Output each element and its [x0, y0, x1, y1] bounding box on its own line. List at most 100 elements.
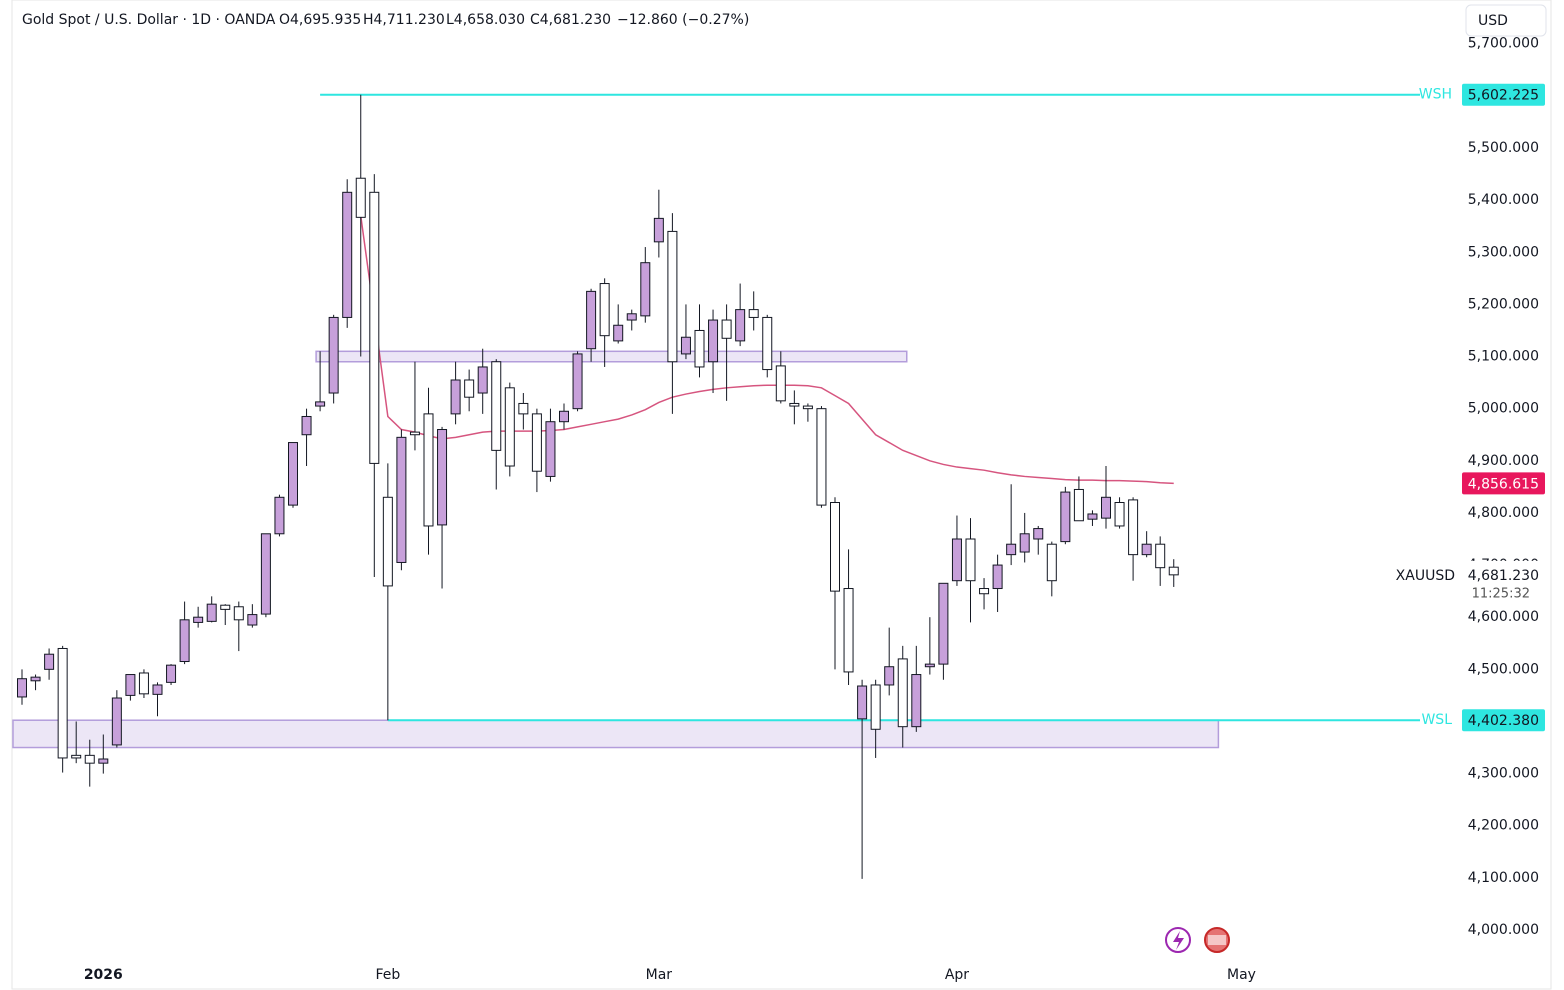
candle-body	[84, 754, 95, 764]
low-stat: L4,658.030	[446, 12, 525, 28]
candle-body	[775, 365, 786, 402]
candle-body	[640, 262, 651, 317]
candle-body	[220, 604, 231, 610]
candle-body	[301, 415, 312, 436]
open-stat: O4,695.935	[279, 12, 361, 28]
candle-body	[992, 564, 1003, 590]
candle-body	[138, 672, 149, 695]
y-tick-label: 5,100.000	[1468, 349, 1539, 365]
symbol-label: XAUUSD	[1396, 568, 1455, 584]
candle-body	[396, 436, 407, 563]
candle-body	[409, 431, 420, 436]
candle-body	[626, 313, 637, 321]
candle-body	[1141, 543, 1152, 556]
x-tick-label: 2026	[84, 967, 123, 983]
candle-body	[531, 413, 542, 472]
chart-title: Gold Spot / U.S. Dollar · 1D · OANDA	[22, 12, 276, 28]
candle-body	[342, 191, 353, 318]
candle-body	[1101, 496, 1111, 519]
candle-body	[924, 663, 935, 668]
icon-bolt	[1173, 931, 1184, 950]
y-tick-label: 4,500.000	[1468, 661, 1539, 677]
candle-body	[437, 429, 448, 526]
level-value: 5,602.225	[1468, 88, 1539, 104]
candle-body	[721, 319, 732, 339]
candle-body	[586, 290, 597, 350]
level-badge	[1462, 83, 1545, 106]
candle-body	[1073, 488, 1084, 522]
candle-body	[274, 496, 285, 535]
candle-body	[1087, 513, 1098, 520]
candle-body	[830, 502, 840, 592]
candle-body	[98, 758, 109, 764]
candle-body	[1168, 566, 1179, 576]
candle-body	[816, 408, 827, 506]
frame	[11, 0, 1552, 990]
close-stat: C4,681.230	[530, 12, 611, 28]
candle-body	[802, 405, 813, 410]
candle-body	[315, 401, 326, 407]
x-tick-label: Mar	[646, 967, 673, 983]
candle-body	[762, 316, 773, 371]
high-stat: H4,711.230	[363, 12, 445, 28]
candle-body	[233, 606, 244, 621]
candle-body	[111, 697, 122, 746]
candle-body	[152, 684, 163, 695]
candle-body	[965, 538, 976, 582]
currency-button[interactable]	[1465, 4, 1547, 37]
candle-body	[44, 653, 55, 670]
candle-body	[17, 678, 27, 698]
candle-body	[680, 336, 691, 355]
candle-body	[653, 217, 664, 243]
y-tick-label: 5,000.000	[1468, 401, 1539, 417]
candle-body	[328, 316, 339, 394]
ma-value: 4,856.615	[1468, 476, 1539, 492]
candle-body	[1128, 499, 1139, 556]
candle-body	[559, 410, 569, 423]
candle-body	[735, 309, 746, 342]
candle-body	[1019, 533, 1030, 553]
candle-body	[599, 283, 610, 337]
candle-body	[870, 684, 881, 730]
y-tick-label: 4,000.000	[1468, 922, 1539, 938]
candle-body	[884, 666, 895, 686]
level-name: WSL	[1421, 712, 1452, 728]
candle-body	[1060, 491, 1071, 543]
candle-body	[1046, 543, 1057, 582]
y-tick-label: 4,200.000	[1468, 818, 1539, 834]
candle-body	[1114, 502, 1125, 527]
y-tick-label: 4,800.000	[1468, 505, 1539, 521]
candle-body	[938, 582, 949, 665]
candle-body	[71, 754, 82, 759]
y-tick-label: 5,400.000	[1468, 192, 1539, 208]
candle-body	[179, 619, 190, 663]
candle-body	[166, 664, 177, 683]
candle-body	[369, 191, 380, 464]
candle-body	[951, 538, 962, 582]
candle-body	[897, 658, 908, 728]
y-tick-label: 4,300.000	[1468, 766, 1539, 782]
candle-body	[247, 614, 258, 626]
candle-body	[288, 442, 298, 506]
candle-body	[450, 379, 461, 415]
change-stat: −12.860 (−0.27%)	[617, 12, 749, 28]
last-price: 4,681.230	[1468, 568, 1539, 584]
candle-body	[260, 533, 271, 615]
candle-body	[125, 674, 136, 696]
candle-body	[843, 588, 854, 673]
y-tick-label: 4,600.000	[1468, 609, 1539, 625]
currency-label: USD	[1478, 13, 1508, 29]
candle-body	[545, 421, 556, 477]
y-tick-label: 4,900.000	[1468, 453, 1539, 469]
candle-body	[748, 309, 759, 318]
candle-body	[1155, 543, 1166, 569]
candle-body	[423, 413, 434, 527]
candle-body	[477, 366, 488, 394]
candle-body	[30, 676, 41, 682]
candle-body	[613, 324, 624, 342]
level-name: WSH	[1419, 87, 1452, 103]
candle-body	[382, 496, 393, 587]
candle-body	[1006, 543, 1017, 556]
candle-body	[355, 177, 366, 218]
